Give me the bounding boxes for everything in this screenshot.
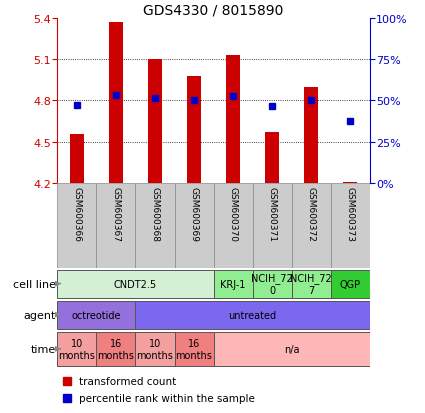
Text: GSM600367: GSM600367 [111, 186, 120, 241]
Text: n/a: n/a [284, 344, 299, 354]
Bar [57, 301, 136, 329]
Text: GSM600366: GSM600366 [72, 186, 82, 241]
Bar [331, 184, 370, 268]
Text: time: time [31, 344, 56, 354]
Text: 10
months: 10 months [59, 338, 95, 360]
Bar [175, 332, 213, 366]
Text: GSM600373: GSM600373 [346, 186, 355, 241]
Bar [292, 184, 331, 268]
Bar [175, 184, 213, 268]
Text: 16
months: 16 months [97, 338, 134, 360]
Bar [226, 56, 240, 184]
Bar [136, 184, 175, 268]
Bar [343, 183, 357, 184]
Bar [136, 301, 370, 329]
Bar [96, 184, 136, 268]
Bar [265, 133, 279, 184]
Text: octreotide: octreotide [72, 310, 121, 320]
Text: NCIH_72
7: NCIH_72 7 [290, 273, 332, 295]
Bar [292, 270, 331, 298]
Bar [57, 332, 96, 366]
Bar [213, 270, 252, 298]
Text: CNDT2.5: CNDT2.5 [114, 279, 157, 289]
Text: QGP: QGP [340, 279, 361, 289]
Text: GSM600372: GSM600372 [307, 186, 316, 241]
Bar [109, 23, 123, 184]
Bar [148, 60, 162, 184]
Text: transformed count: transformed count [79, 376, 176, 386]
Text: 16
months: 16 months [176, 338, 212, 360]
Bar [252, 184, 292, 268]
Bar [57, 184, 96, 268]
Text: untreated: untreated [229, 310, 277, 320]
Bar [331, 270, 370, 298]
Bar [96, 332, 136, 366]
Text: GSM600371: GSM600371 [268, 186, 277, 241]
Text: percentile rank within the sample: percentile rank within the sample [79, 393, 255, 403]
Text: KRJ-1: KRJ-1 [221, 279, 246, 289]
Text: cell line: cell line [13, 279, 56, 289]
Bar [187, 76, 201, 184]
Text: agent: agent [23, 310, 56, 320]
Text: NCIH_72
0: NCIH_72 0 [251, 273, 293, 295]
Bar [304, 88, 318, 184]
Text: 10
months: 10 months [136, 338, 173, 360]
Bar [57, 270, 213, 298]
Title: GDS4330 / 8015890: GDS4330 / 8015890 [143, 3, 284, 17]
Text: GSM600368: GSM600368 [150, 186, 159, 241]
Text: GSM600369: GSM600369 [190, 186, 198, 241]
Bar [136, 332, 175, 366]
Bar [252, 270, 292, 298]
Bar [70, 134, 84, 184]
Text: GSM600370: GSM600370 [229, 186, 238, 241]
Bar [213, 332, 370, 366]
Bar [213, 184, 252, 268]
